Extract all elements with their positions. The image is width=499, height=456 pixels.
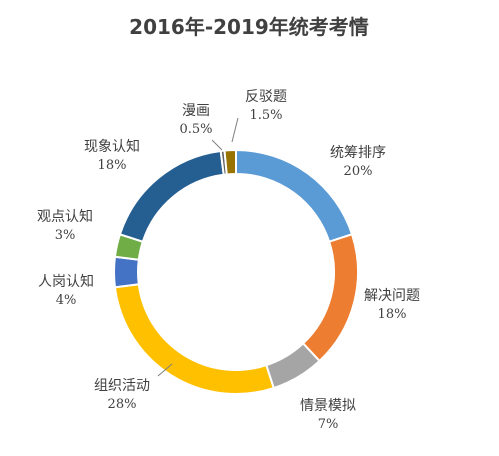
leader-lines: [157, 117, 239, 377]
slice-labels: 统筹排序 20% 解决问题 18% 情景模拟 7% 组织活动 28% 人岗认知 4% 观点认知 3% 现…: [37, 89, 420, 432]
slice-2: [301, 233, 359, 363]
slice-label-value: 28%: [108, 397, 137, 412]
leader-line-8: [211, 139, 223, 151]
slice-label-name: 现象认知: [84, 138, 140, 155]
slice-label-name: 人岗认知: [38, 273, 94, 290]
slice-label-name: 情景模拟: [300, 398, 356, 414]
slice-label-name: 统筹排序: [330, 144, 386, 161]
slice-label-name: 观点认知: [37, 208, 93, 225]
slice-5: [113, 255, 140, 289]
slice-label-value: 20%: [344, 164, 373, 179]
slice-label-name: 组织活动: [94, 378, 150, 394]
slice-label-value: 1.5%: [249, 108, 282, 123]
slice-label-value: 18%: [98, 158, 127, 173]
slice-1: [235, 148, 354, 243]
slice-9: [223, 148, 237, 176]
slice-label-name: 解决问题: [364, 288, 420, 304]
slice-label-value: 3%: [55, 228, 76, 243]
slice-label-value: 4%: [56, 293, 77, 308]
slice-label-value: 18%: [378, 307, 407, 322]
leader-line-9: [231, 117, 239, 143]
chart-title: 2016年-2019年统考考情: [129, 15, 369, 39]
slice-label-name: 反驳题: [245, 89, 287, 105]
leader-line-4: [157, 363, 173, 377]
slice-label-value: 0.5%: [179, 122, 212, 137]
slice-7: [118, 149, 225, 243]
donut-slices: [113, 148, 359, 395]
slice-label-value: 7%: [318, 417, 339, 432]
slice-label-name: 漫画: [182, 103, 210, 119]
